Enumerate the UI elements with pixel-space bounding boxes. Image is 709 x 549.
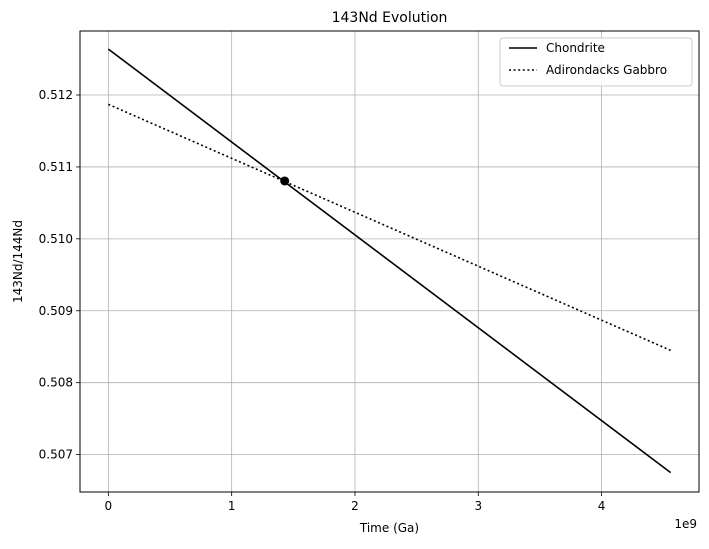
axis-ticks: 0 1 2 3 4 0.507 0.508 0.509 0.510 0.511 0.512 — [39, 88, 606, 513]
y-tick-label: 0.507 — [39, 448, 73, 462]
y-tick-label: 0.508 — [39, 376, 73, 390]
legend-label: Adirondacks Gabbro — [546, 63, 667, 77]
legend: Chondrite Adirondacks Gabbro — [499, 37, 693, 87]
y-axis-label: 143Nd/144Nd — [11, 220, 25, 303]
legend-box — [499, 37, 693, 87]
x-tick-label: 1 — [228, 499, 236, 513]
legend-label: Chondrite — [546, 41, 605, 55]
y-tick-label: 0.512 — [39, 88, 73, 102]
y-tick-label: 0.509 — [39, 304, 73, 318]
x-axis-offset-label: 1e9 — [674, 517, 697, 531]
y-tick-label: 0.511 — [39, 160, 73, 174]
intersection-marker — [280, 176, 290, 186]
x-tick-label: 4 — [598, 499, 606, 513]
x-tick-label: 3 — [474, 499, 482, 513]
marker-layer — [280, 176, 290, 186]
chart-title: 143Nd Evolution — [332, 10, 448, 26]
x-tick-label: 0 — [105, 499, 113, 513]
series-line-adirondacks-gabbro — [108, 103, 671, 352]
plot-frame — [79, 30, 700, 493]
grid-lines — [80, 31, 699, 492]
x-axis-label: Time (Ga) — [359, 521, 419, 535]
series-lines — [107, 48, 672, 474]
y-tick-label: 0.510 — [39, 232, 73, 246]
x-tick-label: 2 — [351, 499, 359, 513]
series-line-chondrite — [107, 48, 672, 474]
